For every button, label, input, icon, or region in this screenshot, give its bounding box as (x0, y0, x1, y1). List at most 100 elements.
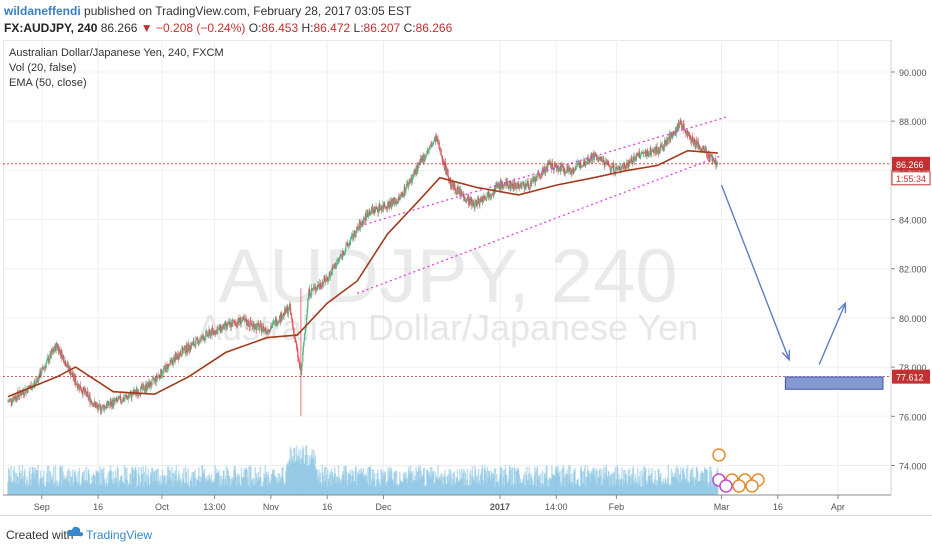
candle-body (596, 157, 599, 159)
volume-bar (546, 465, 548, 495)
candle-body (24, 389, 27, 393)
candle-body (454, 189, 457, 191)
candle-body (179, 352, 181, 355)
volume-bar (355, 466, 357, 495)
candle-body (227, 324, 229, 327)
candle-body (553, 162, 556, 170)
candle-body (192, 342, 194, 346)
symbol-label[interactable]: FX:AUDJPY, 240 (4, 21, 98, 35)
candle-body (222, 326, 224, 330)
candle-body (466, 197, 469, 201)
candle-body (205, 332, 207, 340)
candle-body (525, 183, 527, 187)
candle-body (252, 323, 254, 325)
candle-body (586, 157, 589, 161)
candle-body (559, 166, 561, 170)
candle-body (695, 140, 698, 145)
candle-body (632, 162, 634, 164)
candle-body (136, 389, 138, 395)
candle-body (701, 150, 703, 152)
candle-body (272, 321, 274, 323)
candle-body (366, 212, 368, 214)
candle-body (576, 163, 579, 164)
volume-bar (83, 470, 86, 495)
candle-body (677, 122, 679, 130)
volume-bar (528, 466, 531, 495)
candle-body (181, 347, 183, 357)
candle-body (399, 195, 402, 200)
candle-body (309, 289, 311, 297)
tradingview-cloud-icon[interactable] (66, 525, 84, 539)
candle-body (648, 152, 651, 155)
candle-body (463, 194, 465, 198)
candle-body (635, 153, 637, 161)
candle-body (232, 320, 234, 327)
candle-body (205, 331, 208, 333)
candle-body (353, 230, 355, 238)
candle-body (349, 239, 351, 245)
candle-body (426, 154, 428, 156)
volume-bar (235, 473, 237, 495)
candle-body (319, 283, 321, 287)
candle-body (341, 254, 343, 258)
candle-body (702, 146, 704, 149)
candle-body (40, 373, 42, 377)
candle-body (83, 387, 85, 390)
candle-body (10, 398, 12, 403)
candle-body (344, 252, 346, 256)
candle-body (367, 212, 369, 217)
candle-body (266, 330, 268, 334)
legend-ema[interactable]: EMA (50, close) (9, 77, 87, 89)
candle-body (536, 174, 538, 181)
candle-body (582, 164, 584, 166)
candle-body (70, 374, 72, 376)
candle-body (512, 185, 514, 189)
candle-body (600, 156, 602, 158)
candle-body (183, 348, 185, 350)
candle-body (667, 137, 669, 139)
candle-body (412, 173, 415, 176)
candle-body (217, 328, 219, 330)
candle-body (331, 267, 333, 275)
footer: Created with TradingView (0, 515, 932, 551)
candle-body (555, 166, 557, 169)
candle-body (293, 330, 295, 338)
candle-body (629, 162, 631, 164)
candle-body (515, 184, 517, 188)
candle-body (250, 320, 252, 325)
candle-body (145, 384, 147, 389)
candle-body (499, 181, 501, 190)
close-value: 86.266 (415, 21, 453, 35)
volume-bar (511, 467, 514, 495)
candle-body (599, 156, 601, 160)
candle-body (243, 318, 246, 321)
tradingview-brand[interactable]: TradingView (86, 528, 153, 542)
author-link[interactable]: wildaneffendi (4, 4, 81, 18)
candle-body (193, 343, 196, 345)
volume-bar (117, 468, 119, 495)
candle-body (26, 389, 29, 393)
candle-body (192, 341, 194, 343)
candle-body (590, 157, 592, 162)
candle-body (212, 330, 214, 333)
candle-body (655, 147, 657, 155)
candle-body (435, 135, 437, 142)
price-chart[interactable]: AUDJPY, 240 Australian Dollar/Japanese Y… (2, 39, 931, 515)
candle-body (376, 208, 378, 210)
candle-body (456, 186, 458, 194)
candle-body (665, 142, 667, 144)
legend-volume[interactable]: Vol (20, false) (9, 62, 77, 74)
candle-body (83, 389, 85, 393)
volume-bar (651, 468, 653, 495)
chart-area[interactable]: AUDJPY, 240 Australian Dollar/Japanese Y… (2, 39, 931, 515)
volume-bar (24, 468, 26, 495)
candle-body (21, 394, 23, 396)
candle-body (363, 218, 365, 220)
vol-marker-icon (719, 479, 733, 493)
candle-body (628, 160, 631, 164)
candle-body (632, 156, 634, 163)
candle-body (126, 395, 128, 397)
candle-body (424, 156, 427, 157)
candle-body (319, 283, 321, 287)
candle-body (549, 162, 551, 165)
